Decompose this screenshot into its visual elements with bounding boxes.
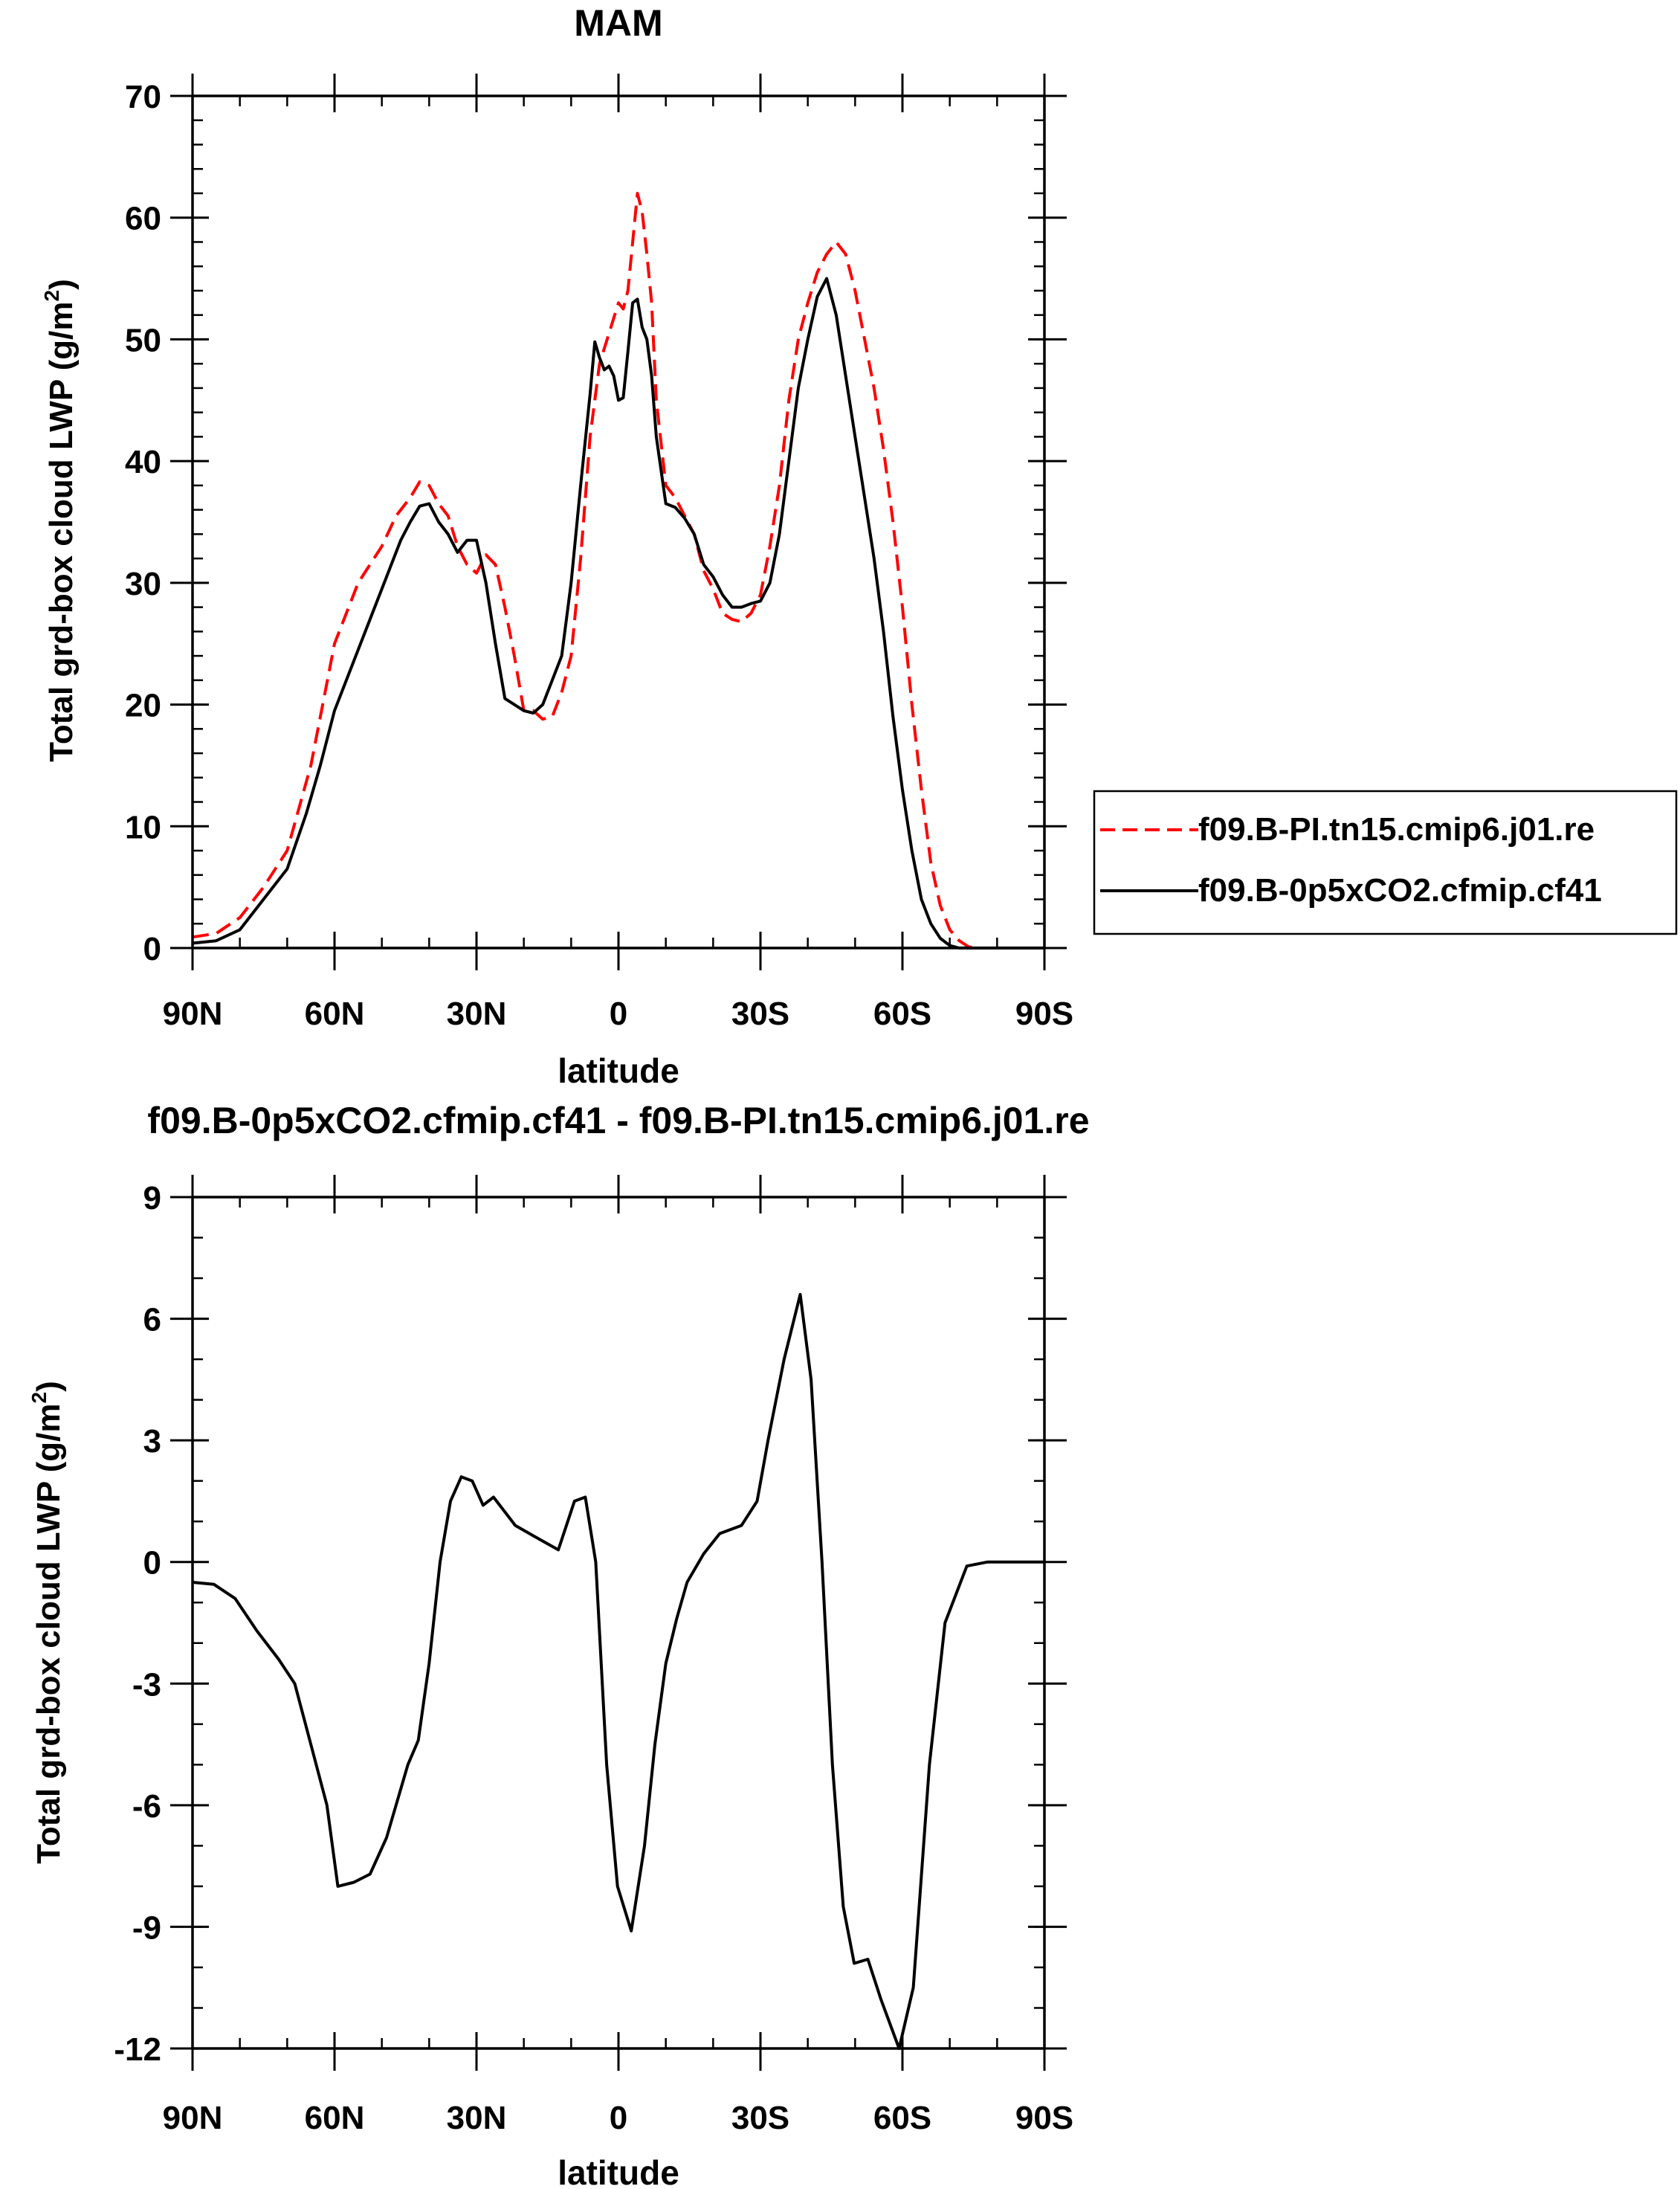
y-tick-label: -12 (114, 2031, 161, 2068)
legend-label-0p5xco2: f09.B-0p5xCO2.cfmip.cf41 (1198, 872, 1602, 909)
plot-frame (191, 94, 1046, 950)
x-tick-label: 90S (1015, 2100, 1073, 2136)
bottom-plot: 90N 60N 30N 0 30S 60S 90S -12 -9 -6 -3 0 3 6 9 (114, 1175, 1073, 2136)
y-tick-label: 50 (125, 322, 161, 358)
y-tick-label: 3 (143, 1423, 161, 1460)
top-plot: 90N 60N 30N 0 30S 60S 90S 0 10 20 30 40 50 60 70 (125, 74, 1073, 1032)
y-tick-label: 10 (125, 809, 161, 845)
x-tick-label: 30N (447, 996, 507, 1032)
y-tick-label: 60 (125, 201, 161, 237)
bottom-ylabel: Total grd-box cloud LWP (g/m2) (28, 1381, 67, 1863)
y-tick-label: -3 (132, 1666, 161, 1703)
top-title: MAM (574, 2, 662, 44)
x-tick-label: 60N (305, 2100, 365, 2136)
y-tick-label: 40 (125, 444, 161, 480)
bottom-xlabel: latitude (558, 2153, 679, 2189)
x-tick-label: 90N (163, 996, 223, 1032)
legend-box (1093, 790, 1678, 935)
x-tick-label: 90N (163, 2100, 223, 2136)
top-xlabel: latitude (558, 1051, 679, 1090)
y-tick-label: -6 (132, 1788, 161, 1825)
plot-frame (191, 1196, 1046, 2050)
top-ylabel: Total grd-box cloud LWP (g/m2) (40, 279, 80, 761)
series-line-f09.B-PI.tn15.cmip6.j01.re (192, 192, 1044, 950)
series-line-difference (192, 1292, 1044, 2050)
x-tick-label: 30S (731, 2100, 789, 2136)
y-tick-label: 30 (125, 566, 161, 602)
x-tick-label: 60N (305, 996, 365, 1032)
y-tick-label: 70 (125, 79, 161, 115)
y-tick-label: 20 (125, 688, 161, 724)
y-tick-label: 6 (143, 1302, 161, 1338)
x-tick-label: 30N (447, 2100, 507, 2136)
x-tick-label: 60S (873, 996, 931, 1032)
legend: f09.B-PI.tn15.cmip6.j01.re f09.B-0p5xCO2… (1093, 790, 1678, 935)
y-tick-label: 0 (143, 1545, 161, 1582)
x-tick-label: 0 (610, 2100, 627, 2136)
x-tick-label: 0 (610, 996, 627, 1032)
bottom-title: f09.B-0p5xCO2.cfmip.cf41 - f09.B-PI.tn15… (147, 1100, 1089, 1141)
x-tick-label: 30S (731, 996, 789, 1032)
legend-label-pi: f09.B-PI.tn15.cmip6.j01.re (1198, 811, 1595, 848)
series-line-f09.B-0p5xCO2.cfmip.cf41 (192, 277, 1044, 950)
x-tick-label: 90S (1015, 996, 1073, 1032)
y-tick-label: -9 (132, 1909, 161, 1946)
x-tick-label: 60S (873, 2100, 931, 2136)
y-tick-label: 9 (143, 1180, 161, 1216)
y-tick-label: 0 (143, 931, 161, 967)
